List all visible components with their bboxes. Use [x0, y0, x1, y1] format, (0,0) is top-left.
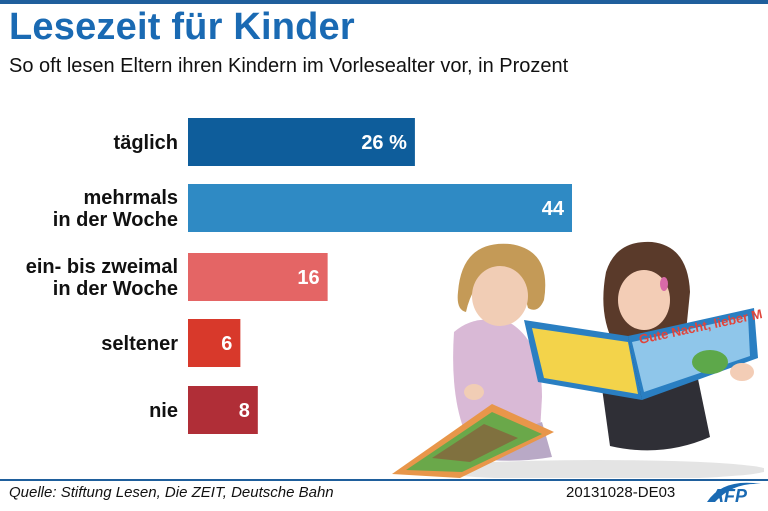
value-label-3: 6	[221, 333, 232, 355]
afp-logo: AFP	[707, 482, 761, 506]
chart-subtitle: So oft lesen Eltern ihren Kindern im Vor…	[9, 55, 569, 77]
chart-title: Lesezeit für Kinder	[9, 6, 355, 48]
value-label-0: 26 %	[361, 132, 407, 154]
source-note: Quelle: Stiftung Lesen, Die ZEIT, Deutsc…	[9, 484, 334, 501]
bottom-rule	[0, 479, 768, 481]
category-label-0: täglich	[114, 132, 178, 154]
value-label-2: 16	[297, 267, 319, 289]
value-label-4: 8	[239, 400, 250, 422]
children-reading-photo: Gute Nacht, lieber M	[392, 241, 764, 478]
top-rule	[0, 0, 768, 4]
category-label-3: seltener	[101, 333, 178, 355]
category-label-1: mehrmals in der Woche	[53, 187, 178, 231]
svg-text:AFP: AFP	[710, 486, 748, 506]
bar-chart: 26 % täglich 44 mehrmals in der Woche 16 ein- …	[26, 118, 572, 434]
bar-4	[188, 386, 258, 434]
category-label-4: nie	[149, 400, 178, 422]
graphic-code: 20131028-DE03	[566, 484, 676, 501]
value-label-1: 44	[542, 198, 565, 220]
bar-1	[188, 184, 572, 232]
bar-2	[188, 253, 328, 301]
bar-0	[188, 118, 415, 166]
category-label-2: ein- bis zweimal in der Woche	[26, 256, 178, 300]
bar-3	[188, 319, 241, 367]
